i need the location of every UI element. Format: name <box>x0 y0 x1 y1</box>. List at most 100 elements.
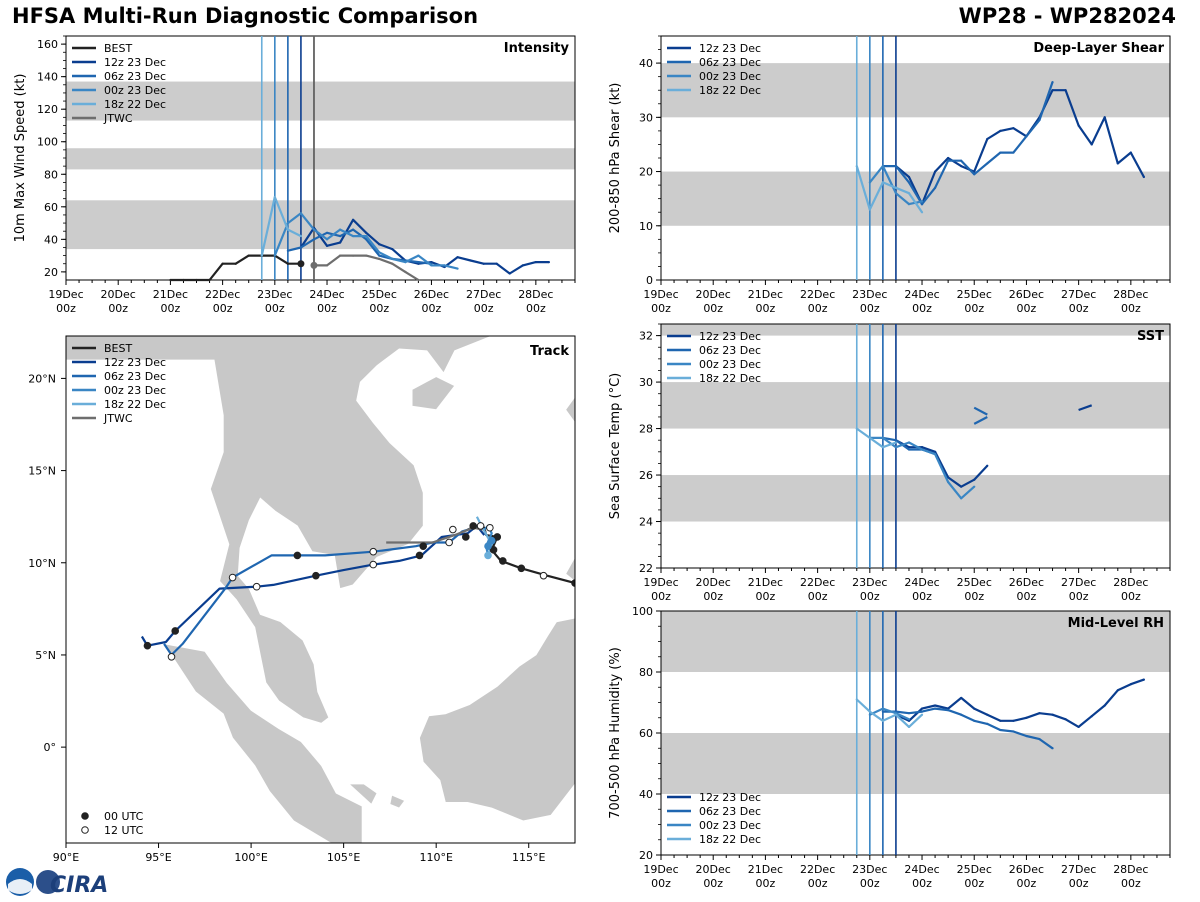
x-tick-label-day: 26Dec <box>1009 288 1044 301</box>
data-point-run0 <box>534 261 537 264</box>
data-point-run3 <box>881 181 884 184</box>
data-point-run0 <box>933 704 937 707</box>
data-point-run2 <box>920 448 924 451</box>
data-point-run2 <box>894 446 898 449</box>
shaded-band <box>66 148 575 170</box>
x-tick-label-day: 25Dec <box>362 288 397 301</box>
data-point-run1 <box>960 713 963 716</box>
data-point-run2 <box>273 254 276 257</box>
data-point-run1 <box>881 710 884 713</box>
data-point-run2 <box>378 251 381 254</box>
series-line-best <box>170 254 301 282</box>
data-point-run2 <box>868 181 871 184</box>
data-point-run3 <box>881 446 884 449</box>
data-point-run2 <box>312 228 316 231</box>
series-marker-jtwc <box>310 261 318 269</box>
x-tick-label-day: 25Dec <box>957 576 992 589</box>
data-point-run3 <box>894 713 898 716</box>
data-point-run2 <box>430 264 433 267</box>
data-point-run2 <box>947 480 950 484</box>
data-point-run1 <box>986 162 989 165</box>
data-point-run2 <box>933 453 937 456</box>
x-tick-label-day: 24Dec <box>904 863 939 876</box>
data-point-run0 <box>495 262 498 265</box>
legend-label: BEST <box>104 342 132 355</box>
x-tick-label-day: 24Dec <box>904 288 939 301</box>
data-point-run0 <box>1103 116 1106 119</box>
data-point-best <box>195 278 198 282</box>
legend-label: 12z 23 Dec <box>699 330 761 343</box>
data-point-run0 <box>947 476 950 479</box>
data-point-run0 <box>482 262 485 265</box>
data-point-run3 <box>920 713 924 716</box>
data-point-run2 <box>391 257 394 260</box>
y-tick-label: 60 <box>44 201 58 214</box>
data-point-run0 <box>338 241 342 244</box>
data-point-run0 <box>1090 715 1093 718</box>
data-point-run0 <box>1077 725 1080 729</box>
data-point-run0 <box>973 707 976 710</box>
x-tick-label-hour: 00z <box>1121 590 1141 603</box>
x-tick-label-hour: 00z <box>1017 302 1037 315</box>
data-point-run1 <box>312 238 316 241</box>
data-point-run3 <box>855 698 858 701</box>
shaded-band <box>661 611 1170 672</box>
legend-label: 18z 22 Dec <box>104 398 166 411</box>
track-position-marker <box>167 652 176 661</box>
data-point-run1 <box>947 709 950 712</box>
data-point-run2 <box>960 497 963 500</box>
y-tick-label: 40 <box>639 57 653 70</box>
data-point-run1 <box>1012 151 1015 154</box>
series-segment-run1 <box>973 406 988 416</box>
data-point-run1 <box>1012 730 1015 733</box>
data-point-run1 <box>1025 734 1028 738</box>
data-point-run0 <box>1103 704 1106 707</box>
data-point-run2 <box>907 202 911 206</box>
data-point-run0 <box>1090 143 1093 146</box>
x-tick-label-hour: 00z <box>912 302 932 315</box>
y-tick-label: 10 <box>639 220 653 233</box>
track-position-marker <box>493 533 502 541</box>
panel-title: Intensity <box>504 41 570 56</box>
data-point-run0 <box>1142 678 1145 681</box>
data-point-best <box>169 278 172 282</box>
x-tick-label-day: 19Dec <box>643 863 678 876</box>
lat-tick-label: 10°N <box>28 557 56 570</box>
data-point-run2 <box>881 707 884 710</box>
x-tick-label-hour: 00z <box>860 590 880 603</box>
track-position-marker <box>449 525 457 534</box>
x-tick-label-day: 26Dec <box>414 288 449 301</box>
data-point-best <box>247 254 250 257</box>
data-point-run3 <box>855 427 858 430</box>
plot-frame <box>660 323 1171 569</box>
data-point-run0 <box>999 719 1002 722</box>
legend-label: 18z 22 Dec <box>699 84 761 97</box>
data-point-run0 <box>973 170 976 173</box>
data-point-jtwc <box>325 264 329 267</box>
data-point-run0 <box>960 165 963 168</box>
x-tick-label-hour: 00z <box>756 590 776 603</box>
x-tick-label-hour: 00z <box>474 302 494 315</box>
data-point-run2 <box>404 261 407 264</box>
data-point-run2 <box>456 267 459 270</box>
data-point-run1 <box>973 173 976 176</box>
cira-logo-text: CIRA <box>50 873 108 898</box>
series-line-run2 <box>869 707 910 721</box>
data-point-run0 <box>1051 713 1054 716</box>
data-point-run0 <box>907 175 911 179</box>
x-tick-label-day: 23Dec <box>852 863 887 876</box>
data-point-run0 <box>547 261 550 264</box>
data-point-jtwc <box>417 278 420 282</box>
data-point-run2 <box>325 238 329 241</box>
y-axis-label: Sea Surface Temp (°C) <box>608 373 623 520</box>
x-tick-label-hour: 00z <box>703 302 723 315</box>
data-point-run2 <box>881 436 884 439</box>
data-point-jtwc <box>404 270 407 273</box>
x-tick-label-hour: 00z <box>808 302 828 315</box>
series-marker-best <box>297 260 305 268</box>
track-position-marker <box>499 557 507 565</box>
data-point-run2 <box>868 713 871 716</box>
x-tick-label-day: 21Dec <box>748 863 783 876</box>
track-position-marker <box>171 627 180 635</box>
